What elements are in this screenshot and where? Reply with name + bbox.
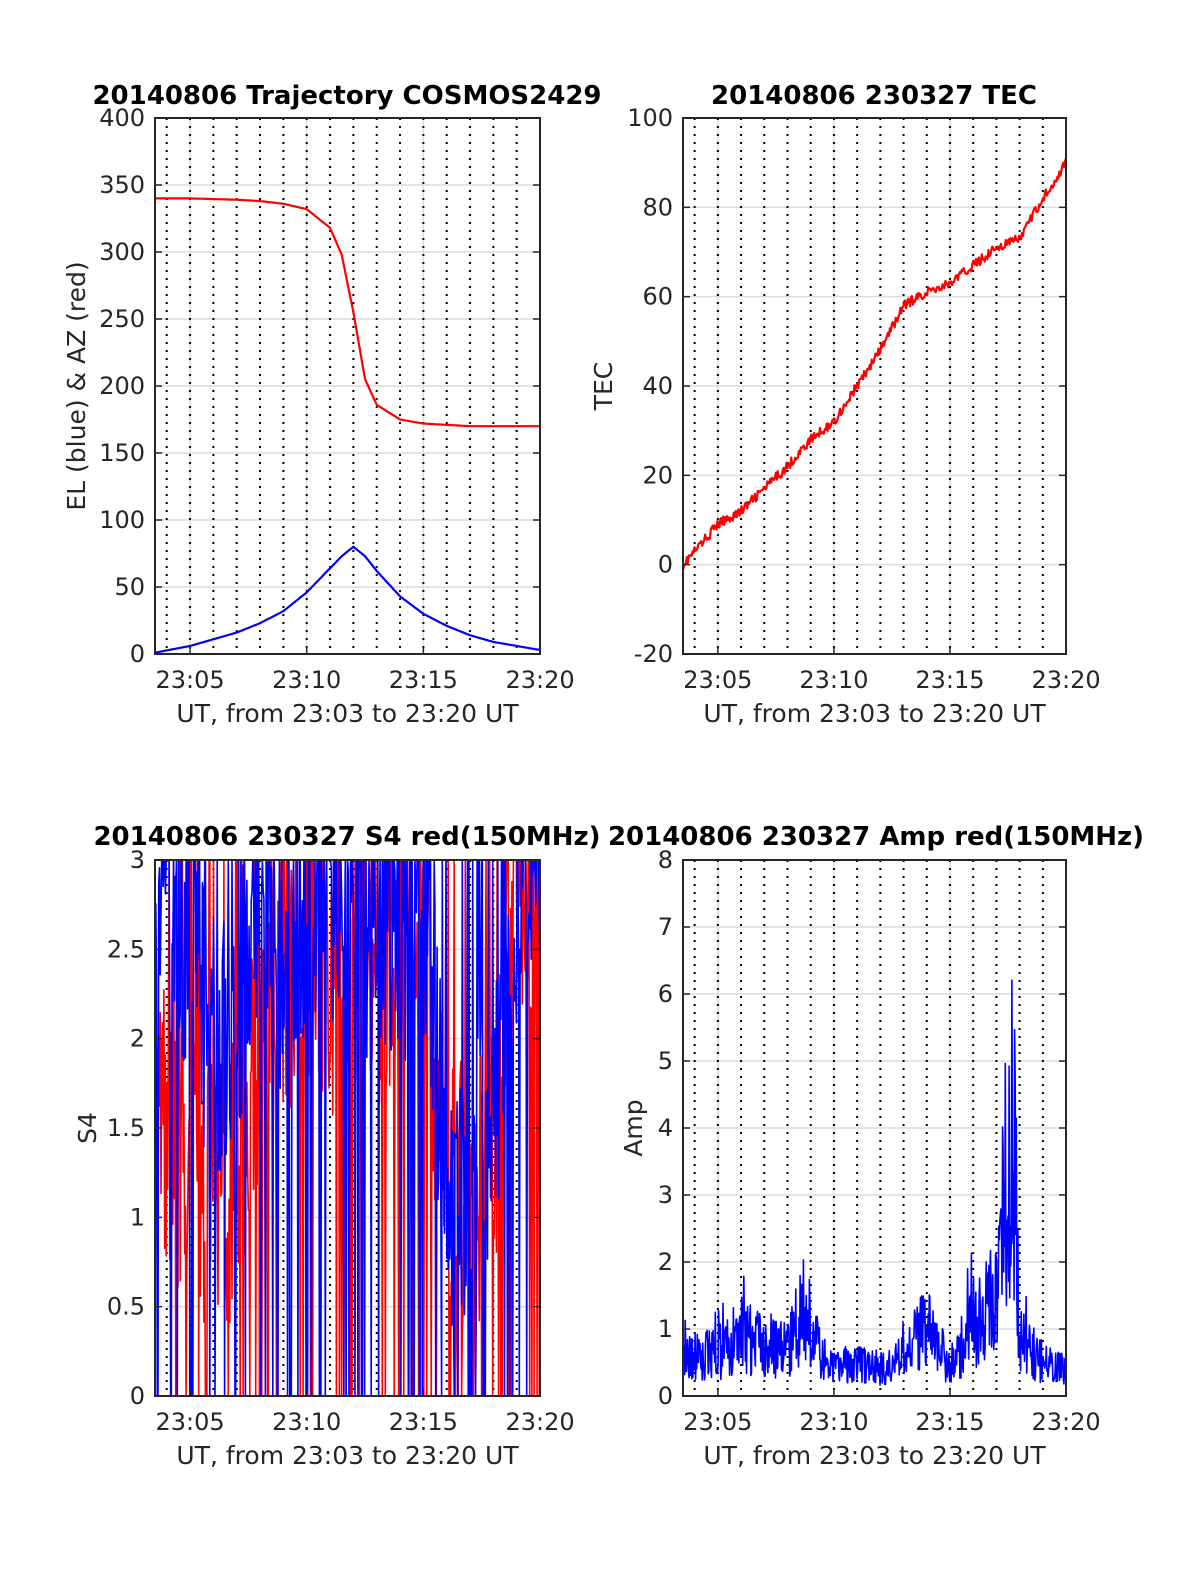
x-axis-label: UT, from 23:03 to 23:20 UT bbox=[703, 699, 1046, 728]
x-tick-label: 23:20 bbox=[505, 1408, 574, 1436]
y-tick-label: 20 bbox=[642, 461, 673, 489]
plot-area bbox=[155, 197, 540, 654]
y-tick-label: 50 bbox=[114, 573, 145, 601]
chart-title: 20140806 230327 Amp red(150MHz) bbox=[608, 822, 1144, 852]
y-tick-label: 0.5 bbox=[107, 1293, 145, 1321]
y-tick-label: 0 bbox=[658, 1382, 673, 1410]
x-axis-label: UT, from 23:03 to 23:20 UT bbox=[703, 1441, 1046, 1470]
x-tick-label: 23:05 bbox=[155, 666, 224, 694]
y-tick-label: 200 bbox=[99, 372, 145, 400]
plot-area bbox=[683, 157, 1066, 570]
x-tick-label: 23:20 bbox=[505, 666, 574, 694]
chart-panel-2: -20 0 20 40 60 80 100 23:05 23:10 23:15 23:20 20140… bbox=[589, 81, 1101, 728]
series-line-1 bbox=[155, 197, 540, 428]
y-tick-label: 0 bbox=[658, 551, 673, 579]
x-tick-label: 23:10 bbox=[272, 666, 341, 694]
y-tick-label: 300 bbox=[99, 238, 145, 266]
x-tick-label: 23:15 bbox=[389, 1408, 458, 1436]
y-tick-label: -20 bbox=[634, 640, 673, 668]
chart-panel-1: 0 50 100 150 200 250 300 350 400 23:05 23:10 23:15 2… bbox=[62, 81, 602, 728]
x-tick-label: 23:20 bbox=[1031, 666, 1100, 694]
y-tick-label: 0 bbox=[130, 640, 145, 668]
x-tick-label: 23:05 bbox=[683, 666, 752, 694]
x-tick-label: 23:15 bbox=[389, 666, 458, 694]
y-tick-label: 150 bbox=[99, 439, 145, 467]
y-tick-label: 3 bbox=[130, 846, 145, 874]
y-tick-label: 1 bbox=[658, 1315, 673, 1343]
y-axis-label: Amp bbox=[619, 1099, 648, 1156]
y-tick-label: 4 bbox=[658, 1114, 673, 1142]
series-line-2 bbox=[155, 545, 540, 654]
series-line-1 bbox=[683, 979, 1066, 1386]
x-tick-label: 23:05 bbox=[683, 1408, 752, 1436]
x-tick-label: 23:15 bbox=[915, 666, 984, 694]
y-tick-label: 0 bbox=[130, 1382, 145, 1410]
y-tick-label: 3 bbox=[658, 1181, 673, 1209]
series-line-1 bbox=[683, 157, 1066, 570]
chart-title: 20140806 230327 S4 red(150MHz) bbox=[93, 822, 600, 852]
y-tick-label: 5 bbox=[658, 1047, 673, 1075]
chart-title: 20140806 Trajectory COSMOS2429 bbox=[92, 81, 601, 111]
y-tick-label: 1.5 bbox=[107, 1114, 145, 1142]
x-tick-label: 23:10 bbox=[799, 666, 868, 694]
x-tick-label: 23:20 bbox=[1031, 1408, 1100, 1436]
y-tick-label: 2 bbox=[658, 1248, 673, 1276]
y-tick-label: 6 bbox=[658, 980, 673, 1008]
chart-title: 20140806 230327 TEC bbox=[711, 81, 1037, 111]
y-tick-label: 100 bbox=[627, 104, 673, 132]
y-axis-label: TEC bbox=[589, 362, 618, 412]
y-axis-label: EL (blue) & AZ (red) bbox=[62, 261, 91, 510]
series-line-2 bbox=[155, 860, 540, 1396]
x-tick-label: 23:10 bbox=[799, 1408, 868, 1436]
y-tick-label: 350 bbox=[99, 171, 145, 199]
y-tick-label: 400 bbox=[99, 104, 145, 132]
y-tick-label: 250 bbox=[99, 305, 145, 333]
y-tick-label: 60 bbox=[642, 283, 673, 311]
y-tick-label: 2 bbox=[130, 1025, 145, 1053]
y-tick-label: 7 bbox=[658, 913, 673, 941]
x-tick-label: 23:15 bbox=[915, 1408, 984, 1436]
chart-panel-4: 0 1 2 3 4 5 6 7 8 23:05 23:10 23:15 23:20 20140806 23… bbox=[608, 822, 1144, 1470]
y-tick-label: 8 bbox=[658, 846, 673, 874]
x-axis-label: UT, from 23:03 to 23:20 UT bbox=[176, 1441, 519, 1470]
x-tick-label: 23:10 bbox=[272, 1408, 341, 1436]
x-axis-label: UT, from 23:03 to 23:20 UT bbox=[176, 699, 519, 728]
y-tick-label: 100 bbox=[99, 506, 145, 534]
y-tick-label: 80 bbox=[642, 193, 673, 221]
plot-area bbox=[683, 973, 1066, 1386]
y-tick-label: 2.5 bbox=[107, 935, 145, 963]
y-tick-label: 40 bbox=[642, 372, 673, 400]
y-tick-label: 1 bbox=[130, 1203, 145, 1231]
x-tick-label: 23:05 bbox=[155, 1408, 224, 1436]
y-axis-label: S4 bbox=[73, 1112, 102, 1144]
chart-panel-3: 0 0.5 1 1.5 2 2.5 3 23:05 23:10 23:15 23:20 2014080… bbox=[73, 822, 601, 1470]
